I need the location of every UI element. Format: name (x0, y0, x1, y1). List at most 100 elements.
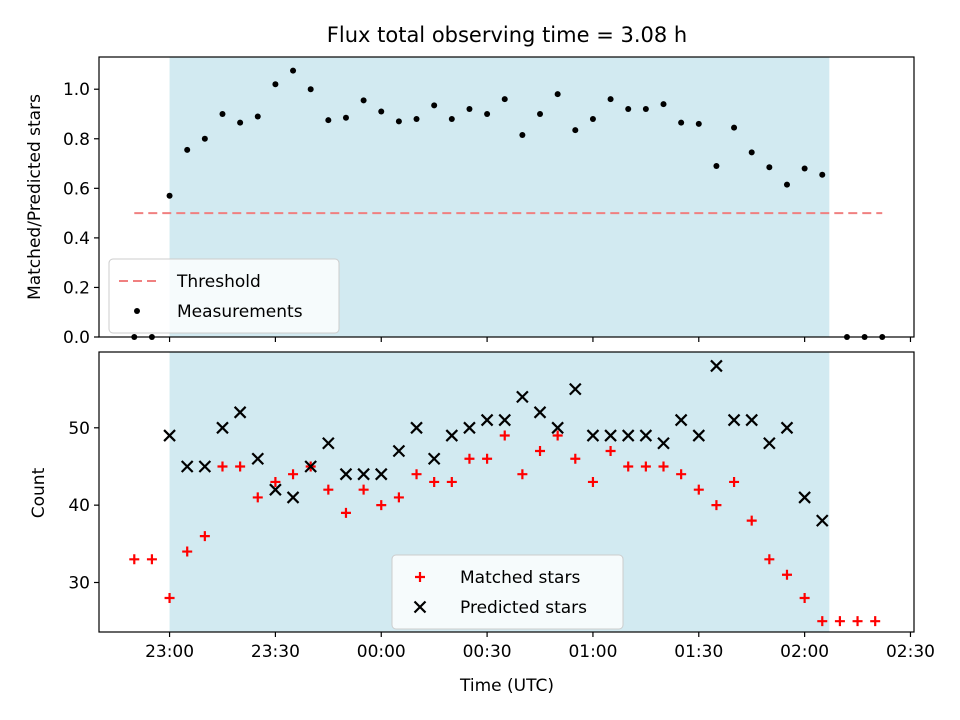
top-legend-label: Threshold (176, 272, 261, 292)
bottom-data-point (216, 421, 229, 435)
top-data-point (325, 117, 332, 124)
top-data-point (201, 135, 208, 142)
bottom-data-point (358, 484, 369, 495)
bottom-data-point (657, 436, 670, 450)
bottom-data-point (410, 421, 423, 435)
bottom-data-point (746, 515, 757, 526)
bottom-data-point (815, 514, 829, 527)
bottom-data-point (411, 469, 422, 480)
bottom-data-point (764, 554, 775, 565)
bottom-data-point (727, 413, 741, 427)
bottom-data-point (570, 453, 581, 464)
bottom-data-point (322, 436, 335, 450)
bottom-data-point (729, 476, 740, 487)
x-axis-label: Time (UTC) (459, 676, 554, 696)
bottom-data-point (180, 460, 194, 473)
bottom-data-point (235, 461, 246, 472)
bottom-data-point (182, 546, 193, 557)
bottom-data-point (339, 467, 353, 481)
top-y-tick-label: 0.2 (63, 278, 90, 298)
top-data-point (695, 120, 702, 127)
bottom-data-point (480, 413, 494, 427)
bottom-data-point (357, 467, 370, 481)
bottom-data-point (374, 467, 388, 481)
bottom-x-tick-label: 00:30 (463, 642, 512, 662)
bottom-series-matched-stars (129, 430, 881, 627)
top-data-point (660, 101, 667, 108)
bottom-data-point (658, 461, 669, 472)
top-data-point (272, 81, 279, 88)
bottom-data-point (340, 507, 351, 518)
bottom-data-point (710, 359, 723, 373)
bottom-data-point (780, 421, 794, 435)
top-data-point (237, 119, 244, 126)
top-data-point (166, 192, 173, 199)
top-legend-label: Measurements (177, 302, 303, 322)
bottom-data-point (676, 469, 687, 480)
top-plot-frame (98, 56, 915, 338)
bottom-data-point (482, 453, 493, 464)
bottom-data-point (569, 382, 582, 396)
top-data-point (342, 114, 349, 121)
top-data-point (254, 113, 261, 120)
top-data-point (537, 110, 544, 117)
bottom-x-tick-label: 01:00 (568, 642, 617, 662)
bottom-data-point (623, 461, 634, 472)
bottom-legend-marker (413, 600, 427, 614)
bottom-data-point (870, 616, 881, 627)
bottom-data-point (463, 421, 476, 435)
top-data-point (466, 106, 473, 113)
bottom-data-point (674, 413, 688, 427)
bottom-x-tick-label: 02:00 (780, 642, 829, 662)
top-data-point (360, 97, 367, 104)
top-data-point (290, 67, 297, 74)
bottom-series-predicted-stars (163, 359, 829, 527)
top-y-tick-label: 1.0 (63, 80, 90, 100)
bottom-data-point (499, 430, 510, 441)
bottom-data-point (393, 492, 404, 503)
bottom-data-point (693, 484, 704, 495)
bottom-data-point (621, 429, 635, 442)
bottom-x-tick-label: 23:30 (251, 642, 300, 662)
chart-title: Flux total observing time = 3.08 h (327, 23, 687, 47)
bottom-data-point (163, 429, 176, 442)
bottom-data-point (304, 460, 317, 473)
bottom-data-point (270, 476, 281, 487)
bottom-data-point (763, 436, 776, 450)
bottom-data-point (269, 483, 282, 496)
bottom-data-point (392, 444, 406, 458)
top-data-point (783, 181, 790, 188)
bottom-y-tick-label: 30 (68, 573, 90, 593)
bottom-data-point (199, 531, 210, 542)
top-y-tick-label: 0.8 (63, 130, 90, 150)
top-data-point (501, 96, 508, 103)
bottom-data-point (834, 616, 845, 627)
bottom-data-point (517, 469, 528, 480)
bottom-data-point (711, 500, 722, 511)
bottom-data-point (429, 476, 440, 487)
top-data-point (554, 91, 561, 98)
bottom-data-point (286, 491, 300, 504)
bottom-data-point (233, 406, 247, 419)
top-data-point (801, 165, 808, 172)
bottom-legend-label: Matched stars (460, 568, 580, 588)
bottom-x-tick-label: 02:30 (886, 642, 935, 662)
top-data-point (572, 127, 579, 134)
top-y-axis-label: Matched/Predicted stars (25, 94, 45, 300)
bottom-data-point (535, 446, 546, 457)
bottom-data-point (586, 429, 600, 442)
bottom-data-point (498, 413, 512, 427)
bottom-data-point (464, 453, 475, 464)
top-data-point (766, 164, 773, 171)
bottom-data-point (288, 469, 299, 480)
top-data-point (413, 115, 420, 122)
top-y-tick-label: 0.4 (63, 229, 90, 249)
bottom-data-point (129, 554, 140, 565)
top-data-point (819, 171, 826, 178)
top-data-point (378, 108, 385, 115)
top-data-point (307, 86, 314, 93)
top-legend-marker (134, 308, 140, 314)
bottom-data-point (798, 491, 811, 504)
bottom-data-point (445, 429, 459, 442)
